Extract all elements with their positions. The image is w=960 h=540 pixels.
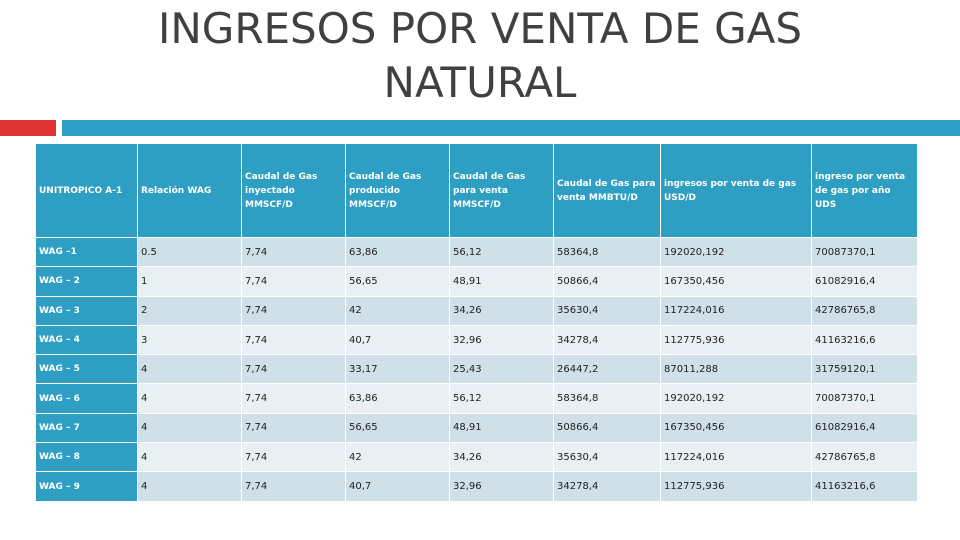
column-header-unitropico: UNITROPICO A-1 — [35, 143, 138, 238]
column-header-relacion-wag: Relación WAG — [137, 143, 242, 238]
table-cell: 40,7 — [345, 471, 450, 502]
table-cell: 7,74 — [241, 442, 346, 473]
table-cell: 50866,4 — [553, 412, 661, 444]
table-cell: 7,74 — [241, 412, 346, 444]
gas-revenue-table: UNITROPICO A-1 Relación WAG Caudal de Ga… — [35, 143, 918, 502]
table-cell: 7,74 — [241, 383, 346, 414]
table-cell: 25,43 — [449, 354, 554, 385]
table-row: WAG – 2 1 7,74 56,65 48,91 50866,4 167350,456 6… — [35, 266, 918, 297]
table-cell: 63,86 — [345, 236, 450, 268]
column-header-ingresos-dia: ingresos por venta de gas USD/D — [660, 143, 812, 238]
table-row: WAG – 8 4 7,74 42 34,26 35630,4 117224,016 4278… — [35, 442, 918, 473]
table-cell: 4 — [137, 354, 242, 385]
table-cell: 7,74 — [241, 266, 346, 297]
table-cell: 56,65 — [345, 412, 450, 444]
table-cell: 192020,192 — [660, 236, 812, 268]
table-cell: 56,12 — [449, 236, 554, 268]
column-header-gas-venta-mmscf: Caudal de Gas para venta MMSCF/D — [449, 143, 554, 238]
table-cell: 58364,8 — [553, 383, 661, 414]
row-label-cell: WAG – 5 — [35, 354, 138, 385]
table-cell: 117224,016 — [660, 442, 812, 473]
table-row: WAG – 9 4 7,74 40,7 32,96 34278,4 112775,936 41… — [35, 471, 918, 502]
table-cell: 61082916,4 — [811, 266, 918, 297]
row-label-cell: WAG – 9 — [35, 471, 138, 502]
table-header: UNITROPICO A-1 Relación WAG Caudal de Ga… — [35, 143, 918, 238]
table-row: WAG – 7 4 7,74 56,65 48,91 50866,4 167350,456 6… — [35, 412, 918, 444]
table-cell: 192020,192 — [660, 383, 812, 414]
table-row: WAG – 4 3 7,74 40,7 32,96 34278,4 112775,936 41… — [35, 324, 918, 356]
row-label-cell: WAG – 8 — [35, 442, 138, 473]
slide-title: INGRESOS POR VENTA DE GAS NATURAL — [157, 4, 803, 107]
table-cell: 112775,936 — [660, 324, 812, 356]
row-label-cell: WAG – 6 — [35, 383, 138, 414]
table-cell: 42 — [345, 442, 450, 473]
table-cell: 4 — [137, 412, 242, 444]
table-cell: 61082916,4 — [811, 412, 918, 444]
table-cell: 70087370,1 — [811, 383, 918, 414]
table-cell: 40,7 — [345, 324, 450, 356]
table-cell: 34,26 — [449, 295, 554, 326]
table-cell: 34,26 — [449, 442, 554, 473]
table-cell: 56,12 — [449, 383, 554, 414]
table-cell: 4 — [137, 442, 242, 473]
table-cell: 42786765,8 — [811, 442, 918, 473]
table-cell: 56,65 — [345, 266, 450, 297]
title-divider-red — [0, 120, 56, 136]
table-cell: 41163216,6 — [811, 324, 918, 356]
table-cell: 32,96 — [449, 471, 554, 502]
table-cell: 41163216,6 — [811, 471, 918, 502]
table-cell: 167350,456 — [660, 412, 812, 444]
table-cell: 4 — [137, 383, 242, 414]
column-header-ingreso-anio: ingreso por venta de gas por año UDS — [811, 143, 918, 238]
table-cell: 58364,8 — [553, 236, 661, 268]
table-cell: 34278,4 — [553, 324, 661, 356]
table-row: WAG – 6 4 7,74 63,86 56,12 58364,8 192020,192 7… — [35, 383, 918, 414]
table-cell: 7,74 — [241, 295, 346, 326]
gas-revenue-table-container: UNITROPICO A-1 Relación WAG Caudal de Ga… — [35, 143, 918, 502]
column-header-gas-producido: Caudal de Gas producido MMSCF/D — [345, 143, 450, 238]
table-cell: 48,91 — [449, 266, 554, 297]
table-cell: 31759120,1 — [811, 354, 918, 385]
table-cell: 70087370,1 — [811, 236, 918, 268]
table-cell: 1 — [137, 266, 242, 297]
table-cell: 7,74 — [241, 471, 346, 502]
table-cell: 87011,288 — [660, 354, 812, 385]
row-label-cell: WAG – 2 — [35, 266, 138, 297]
table-cell: 48,91 — [449, 412, 554, 444]
row-label-cell: WAG – 7 — [35, 412, 138, 444]
table-cell: 34278,4 — [553, 471, 661, 502]
table-cell: 0.5 — [137, 236, 242, 268]
table-cell: 35630,4 — [553, 442, 661, 473]
title-divider-blue — [62, 120, 960, 136]
table-cell: 7,74 — [241, 324, 346, 356]
table-cell: 112775,936 — [660, 471, 812, 502]
table-cell: 32,96 — [449, 324, 554, 356]
header-row: UNITROPICO A-1 Relación WAG Caudal de Ga… — [35, 143, 918, 238]
table-row: WAG – 5 4 7,74 33,17 25,43 26447,2 87011,288 31… — [35, 354, 918, 385]
table-row: WAG –1 0.5 7,74 63,86 56,12 58364,8 192020,192… — [35, 236, 918, 268]
row-label-cell: WAG – 4 — [35, 324, 138, 356]
table-cell: 42 — [345, 295, 450, 326]
table-cell: 117224,016 — [660, 295, 812, 326]
table-cell: 42786765,8 — [811, 295, 918, 326]
table-cell: 26447,2 — [553, 354, 661, 385]
table-cell: 3 — [137, 324, 242, 356]
table-cell: 63,86 — [345, 383, 450, 414]
table-cell: 50866,4 — [553, 266, 661, 297]
table-cell: 2 — [137, 295, 242, 326]
table-cell: 167350,456 — [660, 266, 812, 297]
table-body: WAG –1 0.5 7,74 63,86 56,12 58364,8 192020,192… — [35, 236, 918, 502]
row-label-cell: WAG –1 — [35, 236, 138, 268]
table-row: WAG – 3 2 7,74 42 34,26 35630,4 117224,016 4278… — [35, 295, 918, 326]
table-cell: 35630,4 — [553, 295, 661, 326]
table-cell: 7,74 — [241, 354, 346, 385]
table-cell: 33,17 — [345, 354, 450, 385]
table-cell: 7,74 — [241, 236, 346, 268]
row-label-cell: WAG – 3 — [35, 295, 138, 326]
table-cell: 4 — [137, 471, 242, 502]
column-header-gas-venta-mmbtu: Caudal de Gas para venta MMBTU/D — [553, 143, 661, 238]
column-header-gas-inyectado: Caudal de Gas inyectado MMSCF/D — [241, 143, 346, 238]
